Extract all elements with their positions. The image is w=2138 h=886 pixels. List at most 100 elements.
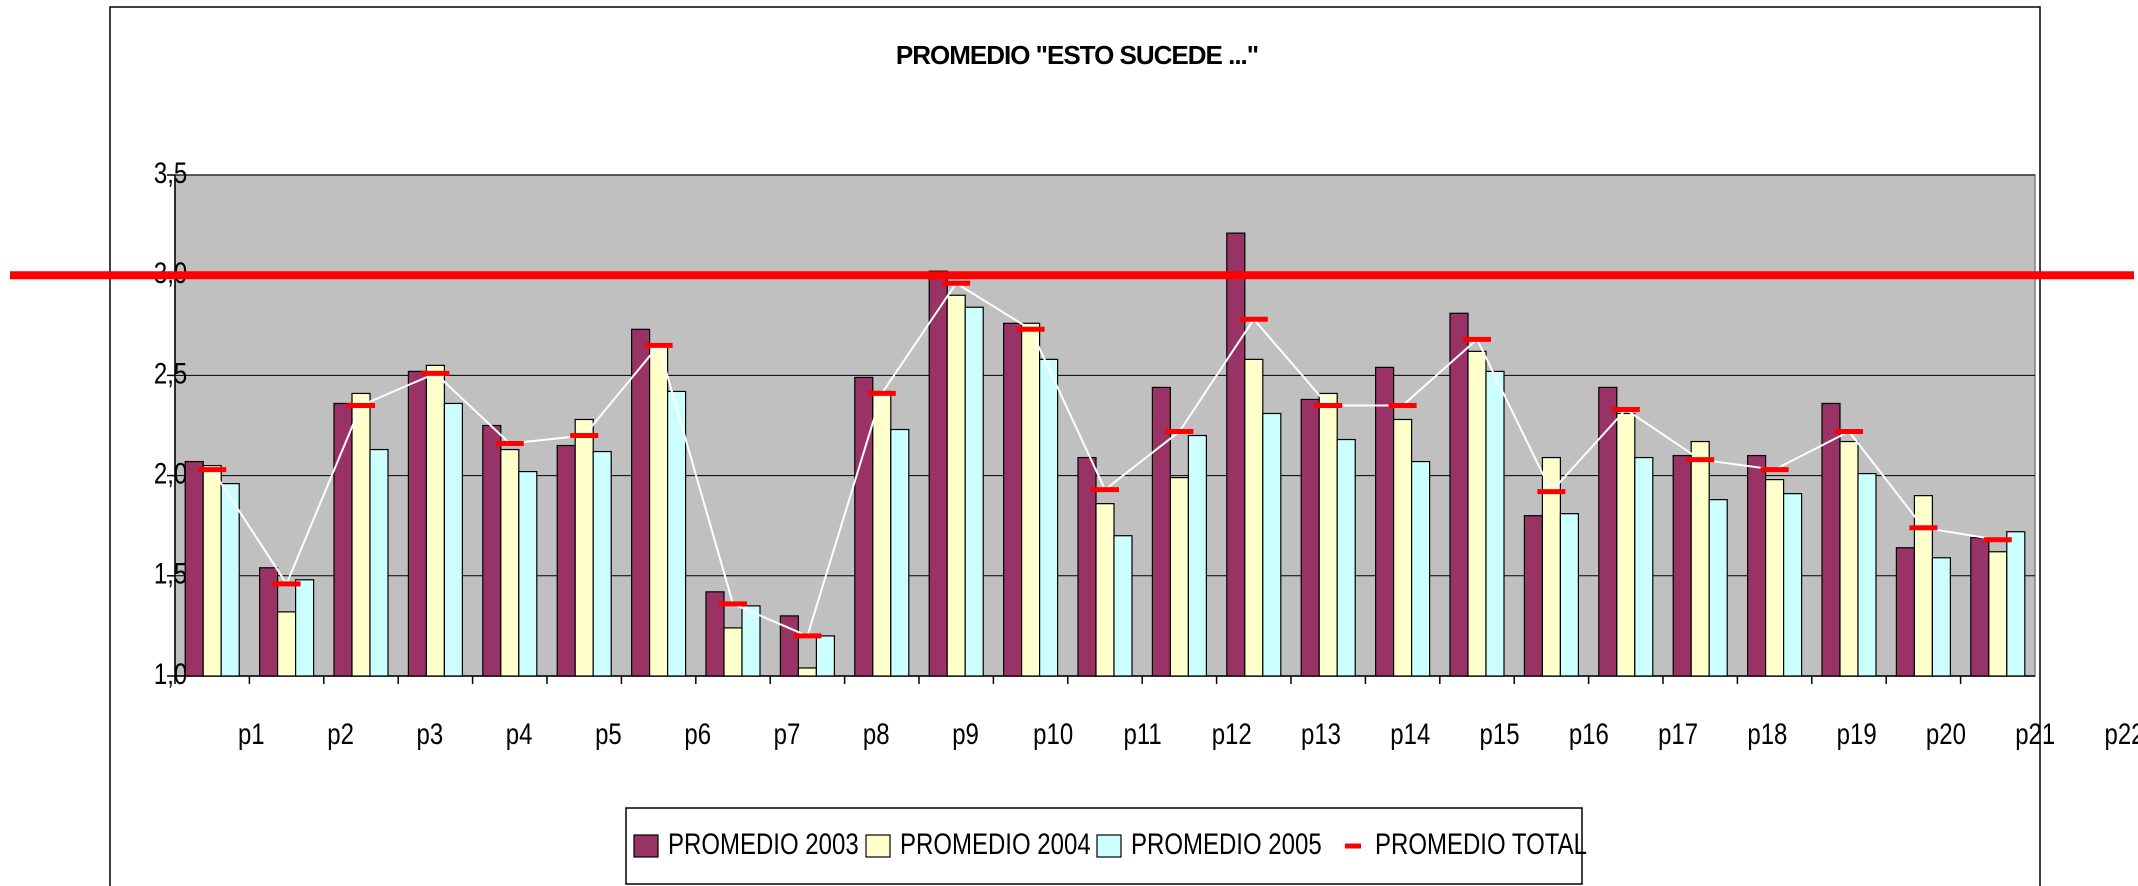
- bar: [518, 470, 538, 677]
- bar: [630, 328, 651, 677]
- y-tick-label: 1,0: [154, 656, 187, 690]
- bar: [1318, 392, 1338, 677]
- bar: [1746, 454, 1767, 677]
- bar: [1020, 322, 1041, 677]
- bar: [351, 392, 371, 677]
- y-tick-label: 2,0: [154, 456, 187, 490]
- bar: [815, 635, 836, 677]
- bar: [723, 627, 743, 677]
- bar: [872, 390, 892, 677]
- bar: [1523, 515, 1544, 677]
- bar: [1616, 412, 1636, 677]
- legend-swatch: [633, 834, 659, 858]
- legend-swatch: [1096, 834, 1122, 858]
- bar: [1226, 232, 1246, 677]
- bar: [1913, 495, 1934, 677]
- bar: [202, 464, 222, 677]
- x-tick-label: p9: [952, 716, 979, 750]
- bar: [666, 390, 687, 677]
- bar: [184, 460, 204, 677]
- bar: [277, 611, 297, 677]
- bar: [1262, 412, 1282, 677]
- bar: [1038, 358, 1059, 677]
- bar: [220, 483, 240, 677]
- x-tick-label: p16: [1569, 716, 1609, 750]
- bar: [946, 294, 966, 677]
- x-tick-label: p17: [1658, 716, 1698, 750]
- x-tick-label: p5: [595, 716, 622, 750]
- bar: [1449, 312, 1469, 677]
- bar: [1169, 477, 1190, 677]
- bar: [556, 444, 576, 677]
- bar: [964, 306, 984, 677]
- legend-swatch: [865, 834, 891, 858]
- x-tick-label: p18: [1747, 716, 1787, 750]
- x-tick-label: p22: [2105, 716, 2138, 750]
- x-tick-label: p14: [1390, 716, 1430, 750]
- bar: [1988, 551, 2008, 677]
- bar: [425, 364, 445, 677]
- x-tick-label: p4: [506, 716, 533, 750]
- x-tick-label: p10: [1033, 716, 1073, 750]
- bar: [1113, 535, 1133, 677]
- bar: [1839, 440, 1859, 677]
- x-tick-label: p19: [1837, 716, 1877, 750]
- bar: [648, 344, 669, 677]
- bar: [1095, 503, 1115, 677]
- bar: [1672, 454, 1692, 677]
- x-tick-label: p3: [417, 716, 444, 750]
- bar: [1002, 322, 1023, 677]
- bar: [295, 579, 315, 677]
- bar: [1782, 493, 1803, 677]
- x-tick-label: p20: [1926, 716, 1966, 750]
- x-tick-label: p15: [1480, 716, 1520, 750]
- bar: [2006, 531, 2026, 677]
- bar: [369, 448, 389, 677]
- legend-label: PROMEDIO 2004: [900, 826, 1091, 860]
- bar: [1300, 398, 1320, 677]
- bar: [1895, 547, 1916, 677]
- x-tick-label: p7: [774, 716, 801, 750]
- bar: [1931, 557, 1952, 677]
- bar: [1410, 460, 1431, 677]
- bar: [1392, 418, 1413, 677]
- bar: [1467, 350, 1487, 677]
- y-tick-label: 2,5: [154, 356, 187, 390]
- bar: [1764, 479, 1785, 677]
- x-tick-label: p6: [684, 716, 711, 750]
- bar: [574, 418, 594, 677]
- x-tick-label: p1: [238, 716, 265, 750]
- x-tick-label: p13: [1301, 716, 1341, 750]
- y-tick-label: 1,5: [154, 556, 187, 590]
- bar: [443, 402, 463, 677]
- bar: [1485, 370, 1505, 677]
- bar: [1187, 434, 1208, 677]
- bar: [1559, 513, 1580, 677]
- x-tick-label: p11: [1124, 716, 1162, 750]
- legend-label: PROMEDIO TOTAL: [1375, 826, 1587, 860]
- bar: [333, 402, 353, 677]
- bar: [1374, 366, 1395, 677]
- bar: [890, 428, 910, 677]
- x-tick-label: p21: [2015, 716, 2055, 750]
- legend-label: PROMEDIO 2003: [668, 826, 859, 860]
- x-tick-label: p2: [327, 716, 354, 750]
- bar: [407, 370, 427, 677]
- bar: [1970, 537, 1990, 677]
- bar: [741, 605, 761, 677]
- legend-label: PROMEDIO 2005: [1131, 826, 1322, 860]
- bar: [482, 424, 502, 677]
- bar: [1708, 499, 1728, 677]
- bar: [500, 448, 520, 677]
- bar: [797, 667, 818, 677]
- bar: [1634, 456, 1654, 677]
- y-tick-label: 3,5: [154, 155, 187, 189]
- x-tick-label: p12: [1212, 716, 1252, 750]
- bar: [1244, 358, 1264, 677]
- bar: [1690, 440, 1710, 677]
- bar: [928, 270, 948, 677]
- bar: [854, 376, 874, 677]
- chart-title: PROMEDIO "ESTO SUCEDE ...": [896, 40, 1258, 70]
- bar: [1336, 438, 1356, 677]
